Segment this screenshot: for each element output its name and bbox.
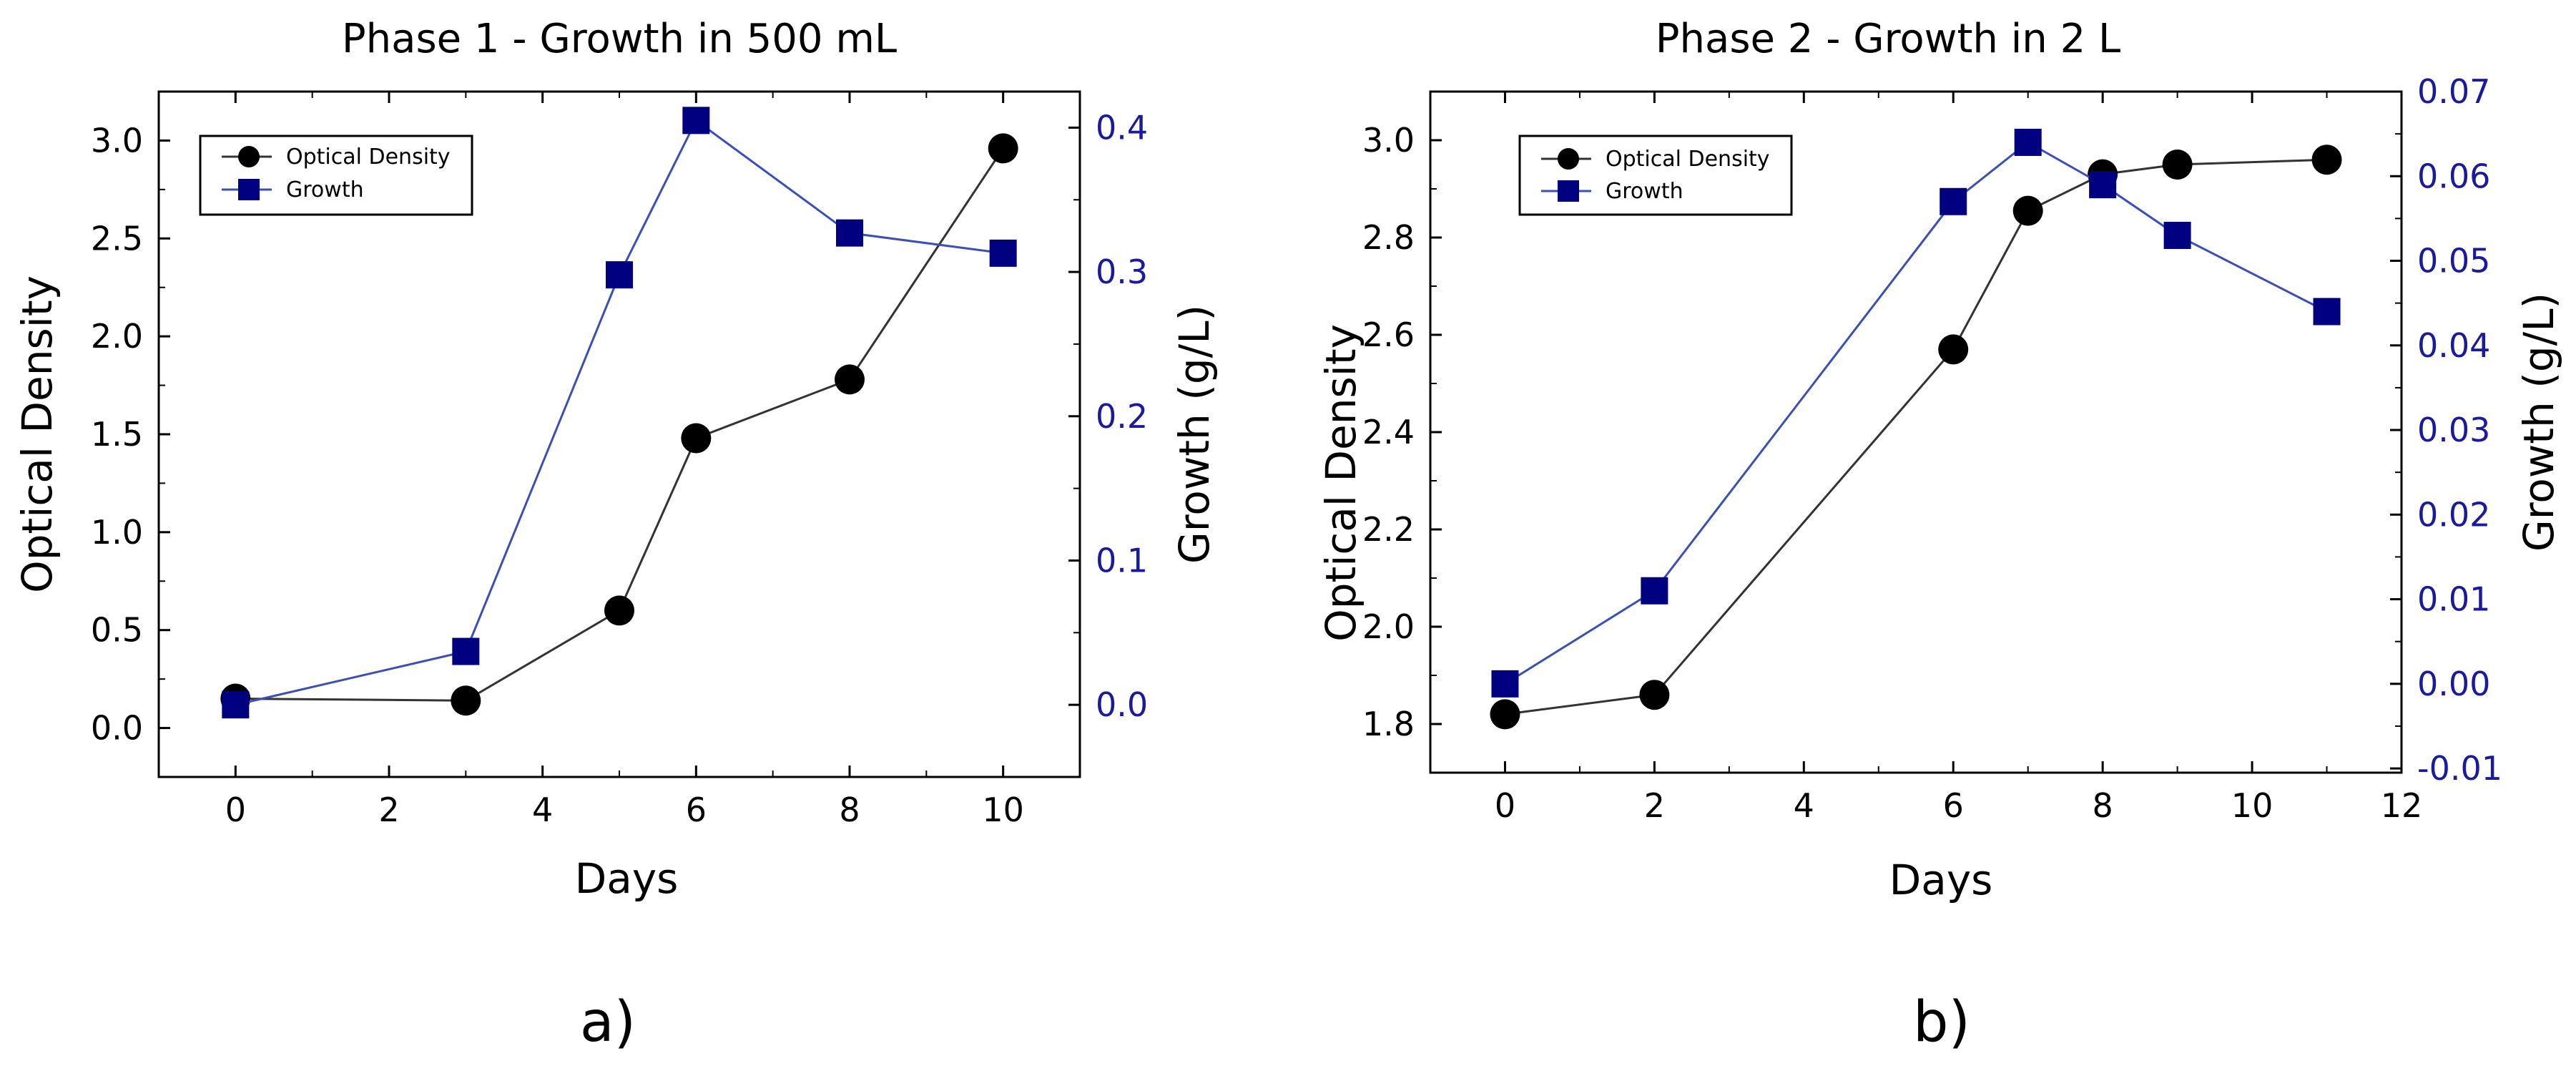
od-data-point [1639,680,1670,710]
chart-b-legend: Optical Density Growth [1518,135,1793,216]
chart-a-plot-frame [157,90,1081,778]
y-tick-label: 3.0 [1362,121,1415,160]
y2-tick-label: 0.3 [1096,253,1148,291]
growth-series-line [235,119,1003,706]
y-tick-label: 0.0 [91,709,143,748]
chart-a-series [220,107,1018,719]
growth-data-point [682,107,710,135]
chart-a-ticks: 0 2 4 6 8 10 0.0 0.5 1.0 1.5 2.0 2.5 3.0 0.0 0.1 0.2 0.3… [91,91,1148,829]
od-series-line [235,147,1004,702]
y-tick-label: 1.0 [91,513,143,552]
y-tick-label: 2.4 [1362,413,1415,451]
growth-data-point [989,239,1017,267]
y-tick-label: 2.8 [1362,218,1415,257]
od-data-point [2311,145,2342,175]
y2-tick-label: 0.07 [2417,72,2490,111]
growth-data-point [222,691,250,719]
growth-data-point [1940,187,1967,215]
x-tick-label: 4 [532,791,553,829]
od-data-point [604,595,634,626]
legend-b-od-marker [1558,148,1579,170]
od-data-point [681,423,712,454]
y2-tick-label: 0.4 [1096,108,1148,147]
y-tick-label: 1.8 [1362,705,1415,743]
chart-a-xlabel: Days [575,854,679,903]
chart-b-xlabel: Days [1889,856,1993,904]
od-data-point [988,133,1018,164]
x-tick-label: 6 [1943,786,1964,825]
x-tick-label: 10 [2231,786,2273,825]
od-data-point [835,364,865,395]
chart-panel-b: Phase 2 - Growth in 2 L 0 2 4 6 8 10 12 1.8 2.0 2… [1317,16,2563,1055]
chart-a-ylabel: Optical Density [13,275,62,593]
chart-a-y2label: Growth (g/L) [1170,305,1219,564]
y-tick-label: 1.5 [91,415,143,454]
chart-b-ylabel: Optical Density [1317,324,1365,642]
x-tick-label: 2 [1644,786,1665,825]
y2-tick-label: 0.1 [1096,541,1148,580]
growth-data-point [836,219,863,247]
chart-b-series [1490,128,2342,730]
y-tick-label: 2.2 [1362,510,1415,549]
y2-tick-label: -0.01 [2417,749,2502,788]
y-tick-label: 2.0 [91,317,143,356]
chart-b-ticks: 0 2 4 6 8 10 12 1.8 2.0 2.2 2.4 2.6 2.8 3.0 -0.01 0.00 0… [1362,72,2502,825]
growth-data-point [1641,577,1668,605]
od-data-point [1490,699,1520,730]
y-tick-label: 2.0 [1362,607,1415,646]
x-tick-label: 10 [982,791,1024,829]
x-tick-label: 8 [2093,786,2113,825]
od-data-point [1938,334,1969,365]
od-data-point [2012,195,2043,226]
growth-series-line [1504,141,2328,685]
y2-tick-label: 0.2 [1096,397,1148,436]
legend-a-growth-marker [238,179,260,200]
y-tick-label: 3.0 [91,121,143,160]
x-tick-label: 12 [2381,786,2423,825]
chart-a-legend: Optical Density Growth [199,135,473,216]
chart-b-panel-label: b) [1913,990,1970,1055]
od-series-line [1505,158,2327,715]
od-data-point [2162,150,2193,180]
growth-data-point [1491,670,1519,698]
y2-tick-label: 0.00 [2417,665,2490,703]
y-tick-label: 2.6 [1362,316,1415,354]
y2-tick-label: 0.05 [2417,242,2490,280]
legend-a-od-label: Optical Density [286,145,451,170]
chart-panel-a: Phase 1 - Growth in 500 mL 0 2 4 6 8 10 0.0 0.5… [13,16,1219,1055]
chart-a-panel-label: a) [580,990,636,1055]
y2-tick-label: 0.0 [1096,685,1148,724]
y-tick-label: 2.5 [91,219,143,258]
od-data-point [451,685,481,716]
chart-b-y2label: Growth (g/L) [2514,293,2563,552]
legend-a-growth-label: Growth [286,177,364,202]
y2-tick-label: 0.04 [2417,326,2490,365]
growth-data-point [606,261,633,289]
legend-a-od-marker [238,146,260,167]
y-tick-label: 0.5 [91,611,143,650]
growth-data-point [2014,128,2042,156]
x-tick-label: 0 [1495,786,1515,825]
growth-data-point [2313,298,2341,326]
x-tick-label: 8 [839,791,860,829]
x-tick-label: 0 [225,791,246,829]
chart-b-title: Phase 2 - Growth in 2 L [1656,16,2120,62]
growth-data-point [2089,171,2117,199]
y2-tick-label: 0.02 [2417,495,2490,534]
y2-tick-label: 0.06 [2417,157,2490,195]
x-tick-label: 4 [1794,786,1814,825]
y2-tick-label: 0.03 [2417,411,2490,449]
chart-b-plot-frame [1429,90,2403,774]
growth-data-point [2163,222,2191,250]
x-tick-label: 6 [686,791,707,829]
y2-tick-label: 0.01 [2417,580,2490,619]
legend-b-growth-label: Growth [1606,179,1683,204]
legend-b-od-label: Optical Density [1606,147,1770,172]
x-tick-label: 2 [378,791,399,829]
growth-data-point [452,637,480,665]
legend-b-growth-marker [1558,180,1579,202]
chart-a-title: Phase 1 - Growth in 500 mL [342,16,897,62]
